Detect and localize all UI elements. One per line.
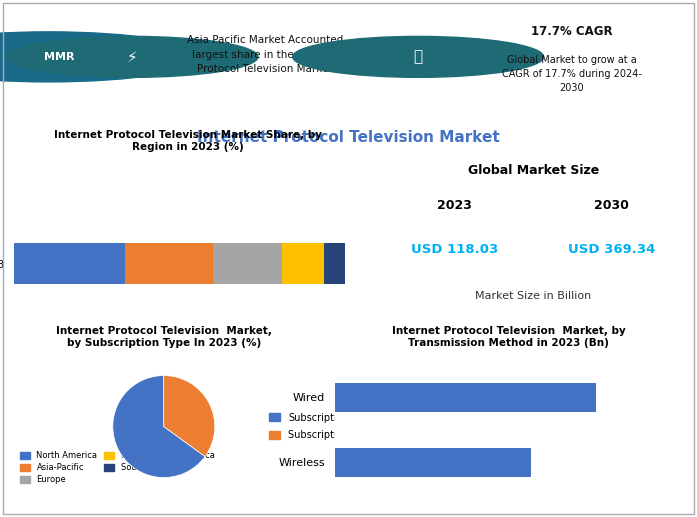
Title: Internet Protocol Television  Market,
by Subscription Type In 2023 (%): Internet Protocol Television Market, by … — [56, 326, 272, 348]
Title: Internet Protocol Television  Market, by
Transmission Method in 2023 (Bn): Internet Protocol Television Market, by … — [392, 326, 626, 348]
Legend: Subscription-based, Subscription free: Subscription-based, Subscription free — [267, 410, 384, 443]
Circle shape — [7, 36, 258, 78]
Title: Internet Protocol Television Market Share, by
Region in 2023 (%): Internet Protocol Television Market Shar… — [54, 130, 322, 151]
Legend: North America, Asia-Pacific, Europe, Middle East and Africa, South America: North America, Asia-Pacific, Europe, Mid… — [18, 449, 216, 485]
Circle shape — [0, 32, 202, 82]
Text: ⚡: ⚡ — [127, 49, 138, 65]
Bar — [335, 448, 530, 477]
Text: Market Size in Billion: Market Size in Billion — [475, 291, 591, 301]
Text: USD 369.34: USD 369.34 — [568, 242, 655, 256]
Bar — [282, 244, 324, 284]
Wedge shape — [113, 375, 205, 478]
Text: MMR: MMR — [44, 52, 75, 62]
Bar — [335, 383, 596, 412]
Text: Global Market to grow at a
CAGR of 17.7% during 2024-
2030: Global Market to grow at a CAGR of 17.7%… — [502, 55, 641, 93]
Text: 17.7% CAGR: 17.7% CAGR — [530, 25, 613, 38]
Text: USD 118.03: USD 118.03 — [411, 242, 498, 256]
Bar — [213, 244, 282, 284]
Bar — [324, 244, 345, 284]
Text: Asia Pacific Market Accounted
largest share in the Internet
Protocol Television : Asia Pacific Market Accounted largest sh… — [187, 35, 343, 74]
Text: 2030: 2030 — [594, 199, 629, 212]
Circle shape — [293, 36, 544, 78]
Bar — [14, 244, 125, 284]
Text: 2023: 2023 — [437, 199, 473, 212]
Bar — [125, 244, 213, 284]
Text: Global Market Size: Global Market Size — [468, 164, 599, 177]
Text: 🔥: 🔥 — [413, 49, 423, 65]
Wedge shape — [164, 375, 215, 457]
Text: Internet Protocol Television Market: Internet Protocol Television Market — [197, 129, 500, 145]
